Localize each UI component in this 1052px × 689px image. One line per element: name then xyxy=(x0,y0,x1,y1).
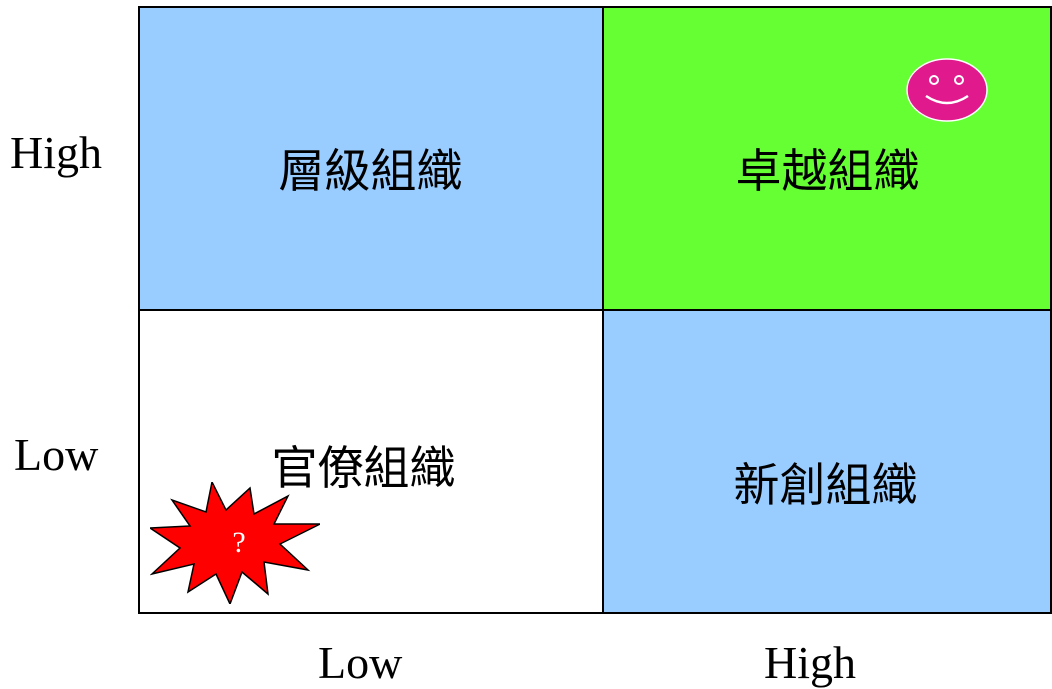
quadrant-top-left-label: 層級組織 xyxy=(278,144,463,198)
x-axis-low-label: Low xyxy=(318,637,403,688)
explosion-burst-icon: ? xyxy=(147,479,321,606)
burst-question-mark: ? xyxy=(232,526,246,559)
y-axis-high-label: High xyxy=(10,127,102,178)
quadrant-bottom-right: 新創組織 xyxy=(603,310,1052,614)
smiley-face-icon xyxy=(906,58,988,122)
x-axis-high-label: High xyxy=(764,637,856,688)
quadrant-top-right: 卓越組織 xyxy=(603,6,1052,310)
quadrant-top-left: 層級組織 xyxy=(138,6,603,310)
y-axis-low-label: Low xyxy=(14,429,99,480)
quadrant-top-right-label: 卓越組織 xyxy=(735,144,920,198)
quadrant-bottom-right-label: 新創組織 xyxy=(733,458,918,512)
